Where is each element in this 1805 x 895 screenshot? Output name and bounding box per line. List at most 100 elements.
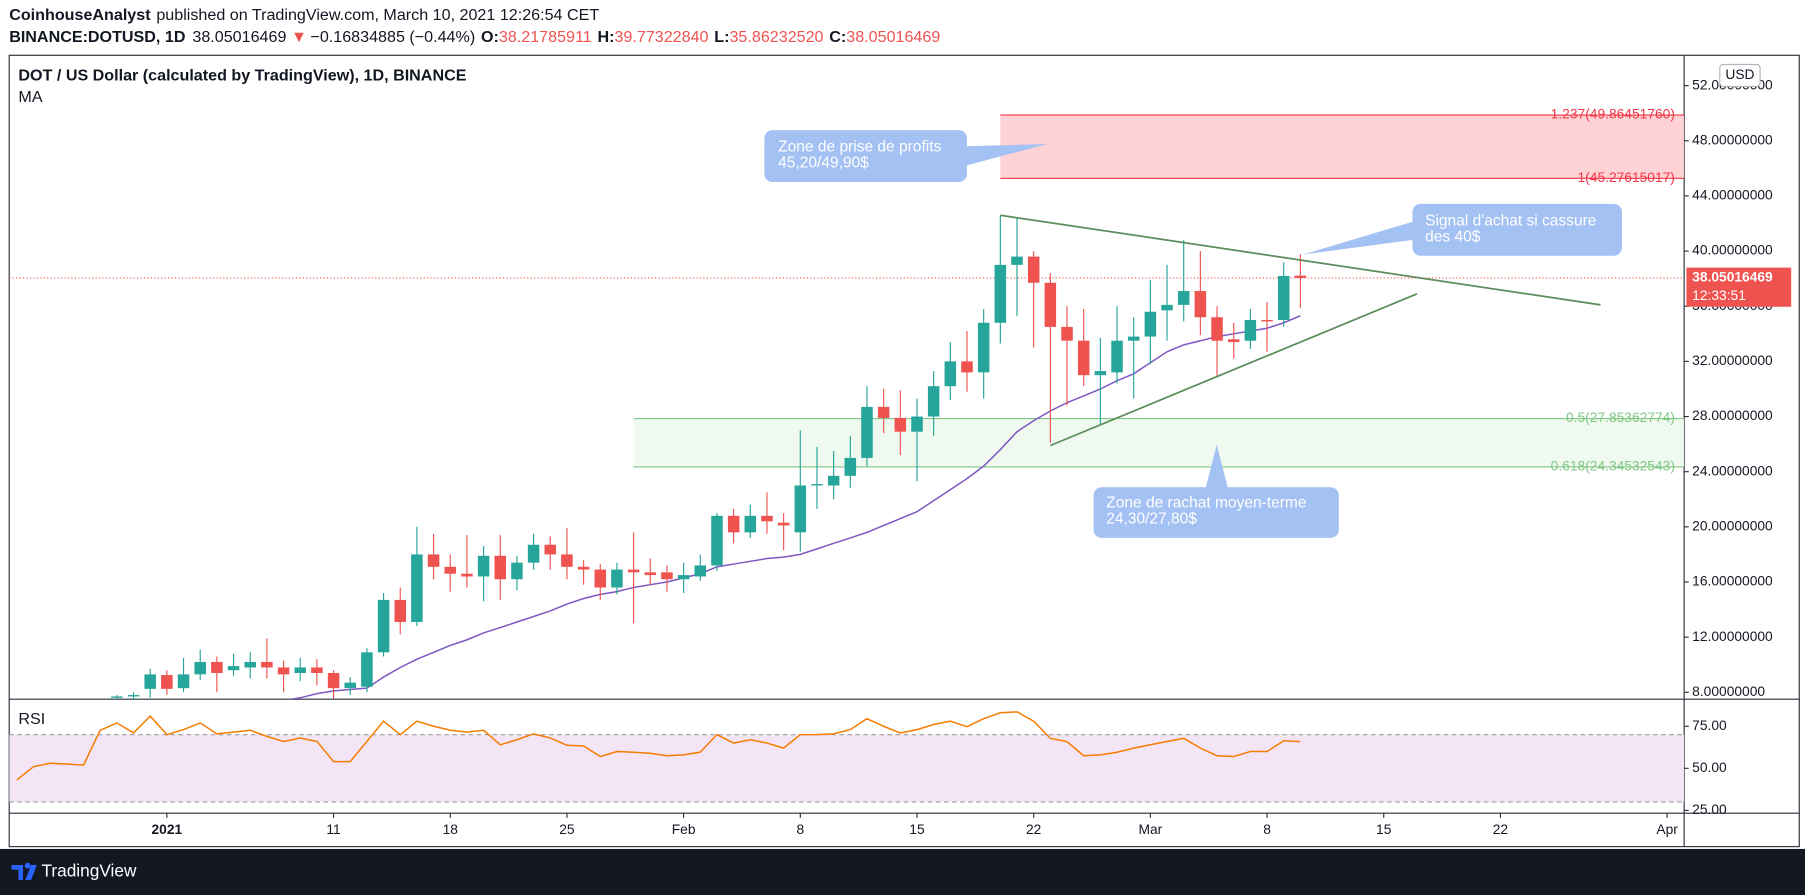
y-tick-label: 12.00000000 <box>1692 628 1773 644</box>
candle-body <box>944 361 957 387</box>
published: published on TradingView.com, March 10, … <box>156 6 599 24</box>
footer-brand: TradingView <box>41 861 137 881</box>
candle-body <box>1077 340 1090 376</box>
ohlc-label: C: <box>829 28 846 46</box>
candle-body <box>361 652 373 687</box>
ohlc-label: H: <box>597 28 614 46</box>
zone <box>633 418 1685 467</box>
x-tick-label: Mar <box>1138 821 1162 837</box>
x-tick-label: 11 <box>326 821 340 837</box>
candle-body <box>627 569 640 573</box>
trendline <box>1000 214 1601 306</box>
rsi-tick-label: 50.00 <box>1692 759 1727 775</box>
callout-text: Zone de rachat moyen-terme <box>1106 494 1306 511</box>
candle-body <box>1227 339 1240 343</box>
candle-body <box>1111 340 1123 373</box>
candle-body <box>227 666 240 671</box>
rsi-tick-label: 75.00 <box>1692 717 1727 733</box>
author: CoinhouseAnalyst <box>9 6 151 24</box>
y-tick-label: 28.00000000 <box>1692 407 1773 423</box>
y-tick-label: 24.00000000 <box>1692 462 1773 478</box>
candle-body <box>394 599 406 622</box>
callout-box <box>1093 487 1339 538</box>
candle-body <box>577 566 590 570</box>
candle-body <box>794 485 807 533</box>
candle-body <box>1194 291 1207 318</box>
y-tick-label: 44.00000000 <box>1692 187 1773 203</box>
candle-body <box>244 661 256 668</box>
indicator-name: RSI <box>18 710 45 728</box>
zone-label: 0.5(27.85362774) <box>1566 409 1675 425</box>
header-line: CoinhouseAnalyst published on TradingView… <box>9 6 599 24</box>
candle-body <box>444 566 457 574</box>
callout-text: 45,20/49,90$ <box>778 155 869 172</box>
last-price-label: 38.05016469 <box>1692 269 1773 285</box>
ohlc-value: 39.77322840 <box>614 28 708 46</box>
candle-body <box>511 562 523 580</box>
candle-body <box>677 575 690 580</box>
countdown-label: 12:33:51 <box>1692 287 1746 303</box>
candle-body <box>411 554 423 622</box>
y-tick-label: 8.00000000 <box>1692 683 1765 699</box>
candle-body <box>844 457 857 476</box>
chart-frame <box>8 54 1800 848</box>
x-tick-label: 25 <box>559 821 575 837</box>
ohlc-label: L: <box>714 28 729 46</box>
ohlc-value: 35.86232520 <box>729 28 823 46</box>
candle-body <box>1294 275 1307 278</box>
candle-body <box>194 661 206 675</box>
candle-body <box>1127 336 1140 341</box>
candle-body <box>344 682 356 689</box>
candle-body <box>211 661 223 673</box>
candle-body <box>144 674 156 689</box>
candle-body <box>527 544 540 563</box>
zone <box>1000 115 1685 179</box>
candle-body <box>544 544 557 555</box>
zone-label: 1.237(49.86451760) <box>1551 106 1675 122</box>
candle-body <box>811 484 823 486</box>
candle-body <box>277 667 290 675</box>
candle-body <box>977 322 990 373</box>
ohlc-value: 38.05016469 <box>846 28 940 46</box>
candle-body <box>294 667 306 673</box>
candle-body <box>911 416 923 432</box>
symbol-line: BINANCE:DOTUSD, 1D 38.05016469 ▼ −0.1683488… <box>9 28 940 46</box>
candle-body <box>744 515 757 533</box>
candle-body <box>694 565 707 577</box>
zone-label: 1(45.27615017) <box>1578 169 1675 185</box>
candle-body <box>1261 320 1273 322</box>
candle-body <box>311 667 323 673</box>
currency-box <box>1719 63 1761 87</box>
candle-body <box>611 569 623 588</box>
change: −0.16834885 (−0.44%) <box>310 28 475 46</box>
symbol: BINANCE:DOTUSD, 1D <box>9 28 185 46</box>
x-tick-label: 15 <box>909 821 925 837</box>
rsi-band <box>9 734 1685 802</box>
candle-body <box>827 475 840 486</box>
arrow: ▼ <box>291 28 307 46</box>
candle-body <box>477 555 490 577</box>
y-tick-label: 16.00000000 <box>1692 573 1773 589</box>
candle-body <box>927 386 940 417</box>
candle-body <box>1011 256 1023 265</box>
ma-line <box>287 315 1301 700</box>
zone-label: 0.618(24.34532543) <box>1551 458 1675 474</box>
x-tick-label: 22 <box>1493 821 1508 837</box>
candle-body <box>777 522 790 526</box>
callout-text: Zone de prise de profits <box>778 139 941 156</box>
currency-label: USD <box>1725 66 1754 82</box>
candle-body <box>494 555 507 580</box>
candle-body <box>961 361 973 373</box>
ohlc-label: O: <box>481 28 499 46</box>
candle-body <box>877 406 890 418</box>
candle-body <box>861 406 873 458</box>
rsi-pane <box>9 711 1685 803</box>
chart-title: DOT / US Dollar (calculated by TradingVi… <box>18 66 466 84</box>
callout-text: 24,30/27,80$ <box>1106 511 1197 528</box>
zones: 1.237(49.86451760) 1(45.27615017) 0.5(27.8… <box>633 106 1685 474</box>
candle-body <box>127 695 140 697</box>
candle-body <box>661 572 673 580</box>
footer-logo <box>11 862 37 881</box>
last-price-box <box>1686 267 1792 307</box>
